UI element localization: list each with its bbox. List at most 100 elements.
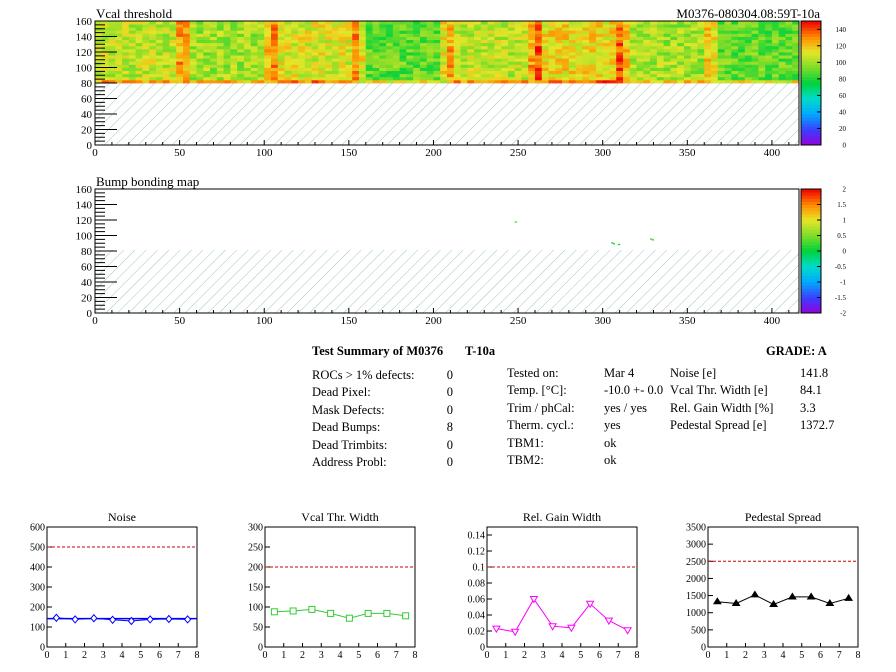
heatmap-cell (345, 33, 353, 37)
heatmap-cell (250, 42, 258, 47)
bump-bonding-colorbar: -2-1.5-1-0.500.511.52 (800, 186, 847, 318)
map2-frame (94, 188, 800, 314)
heatmap-cell (325, 48, 333, 53)
heatmap-cell (582, 27, 590, 31)
heatmap-cell (487, 73, 495, 78)
heatmap-cell (683, 27, 692, 31)
heatmap-cell (636, 79, 644, 84)
heatmap-cell (372, 39, 380, 44)
heatmap-cell (440, 79, 448, 84)
heatmap-cell (345, 52, 353, 56)
heatmap-cell (271, 48, 279, 53)
heatmap-cell (149, 27, 157, 31)
heatmap-cell (778, 42, 786, 47)
heatmap-cell (744, 67, 753, 71)
heatmap-cell (494, 24, 502, 28)
heatmap-cell (758, 73, 766, 78)
heatmap-cell (440, 76, 448, 81)
colorbar-segment (801, 42, 821, 47)
heatmap-cell (683, 70, 692, 75)
heatmap-cell (487, 42, 495, 47)
heatmap-cell (548, 58, 556, 62)
heatmap-cell (345, 27, 353, 31)
y-tick-label: 600 (30, 523, 45, 534)
heatmap-cell (555, 67, 563, 71)
heatmap-cell (656, 36, 665, 40)
heatmap-cell (291, 45, 299, 50)
heatmap-cell (115, 64, 123, 68)
heatmap-cell (758, 58, 766, 62)
heatmap-cell (271, 24, 279, 28)
y-tick-label: 100 (76, 63, 93, 75)
heatmap-cell (311, 24, 319, 28)
heatmap-cell (609, 67, 617, 71)
heatmap-cell (433, 73, 441, 78)
heatmap-cell (487, 70, 495, 75)
heatmap-cell (277, 64, 285, 68)
heatmap-cell (386, 64, 394, 68)
y-tick-label: 140 (76, 200, 93, 212)
heatmap-cell (216, 48, 225, 53)
heatmap-cell (623, 36, 631, 40)
colorbar-label: 1 (843, 217, 847, 225)
heatmap-cell (433, 70, 441, 75)
heatmap-cell (541, 55, 549, 59)
heatmap-cell (176, 42, 184, 47)
heatmap-cell (568, 73, 577, 78)
heatmap-cell (426, 39, 434, 44)
heatmap-cell (318, 58, 326, 62)
heatmap-cell (203, 70, 211, 75)
heatmap-cell (447, 36, 455, 40)
heatmap-cell (331, 36, 340, 40)
heatmap-cell (284, 42, 292, 47)
heatmap-cell (95, 45, 103, 50)
heatmap-cell (95, 67, 103, 71)
heatmap-cell (467, 27, 475, 31)
heatmap-cell (298, 67, 306, 71)
heatmap-cell (636, 45, 644, 50)
heatmap-cell (711, 33, 719, 37)
heatmap-cell (318, 52, 326, 56)
y-tick-label: 0.14 (468, 531, 486, 542)
heatmap-cell (643, 24, 651, 28)
heatmap-cell (568, 39, 577, 44)
heatmap-cell (656, 21, 665, 25)
heatmap-cell (352, 79, 360, 84)
heatmap-cell (555, 42, 563, 47)
heatmap-cell (778, 33, 786, 37)
heatmap-cell (616, 76, 624, 81)
heatmap-cell (724, 64, 732, 68)
bump-bonding-axes: 0 50 100 150 200 250 300 350 4000204060801001201… (76, 184, 790, 327)
heatmap-cell (386, 39, 394, 44)
heatmap-cell (575, 58, 583, 62)
y-tick-label: 120 (76, 215, 93, 227)
heatmap-cell (413, 67, 421, 71)
heatmap-cell (257, 70, 265, 75)
heatmap-cell (629, 45, 637, 50)
heatmap-cell (494, 48, 502, 53)
heatmap-cell (426, 76, 434, 81)
heatmap-cell (196, 27, 204, 31)
heatmap-cell (711, 73, 719, 78)
heatmap-cell (555, 79, 563, 84)
heatmap-cell (751, 73, 759, 78)
heatmap-cell (690, 36, 698, 40)
heatmap-cell (325, 24, 333, 28)
heatmap-cell (189, 27, 197, 31)
heatmap-cell (555, 52, 563, 56)
heatmap-cell (480, 42, 489, 47)
heatmap-cell (352, 52, 360, 56)
heatmap-cell (616, 45, 624, 50)
heatmap-cell (386, 79, 394, 84)
heatmap-cell (426, 52, 434, 56)
y-tick-label: 60 (81, 262, 93, 274)
heatmap-cell (243, 64, 252, 68)
heatmap-cell (697, 48, 705, 53)
heatmap-cell (216, 21, 225, 25)
heatmap-cell (663, 21, 671, 25)
heatmap-cell (670, 27, 678, 31)
heatmap-cell (771, 45, 780, 50)
heatmap-cell (277, 76, 285, 81)
heatmap-cell (792, 58, 800, 62)
heatmap-cell (122, 61, 130, 65)
